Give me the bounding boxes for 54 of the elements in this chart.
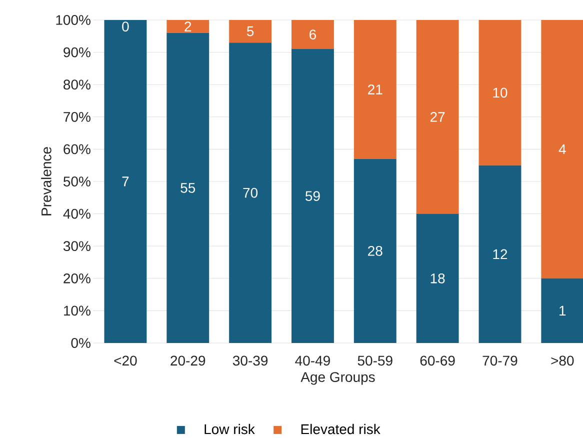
x-tick-label: 60-69 [420, 356, 455, 366]
annotation: 1 [560, 306, 566, 316]
y-tick-label: 100% [56, 15, 90, 25]
bar [478, 165, 522, 343]
y-tick-label: 40% [63, 208, 90, 219]
annotation: 59 [306, 191, 320, 201]
bar [166, 32, 210, 343]
x-tick-label: 30-39 [232, 356, 268, 366]
bar [541, 278, 583, 343]
annotation: 12 [493, 249, 508, 260]
x-tick-label: 50-59 [358, 356, 392, 366]
annotation: 7 [122, 176, 129, 186]
y-axis-title: Prevalence [41, 147, 52, 216]
bar [416, 20, 459, 214]
x-tick-label: 70-79 [482, 356, 518, 366]
annotation: 55 [180, 183, 196, 193]
bar [166, 20, 210, 33]
y-tick-label: 90% [64, 47, 90, 58]
x-tick-label: 40-49 [295, 356, 330, 366]
bar [292, 49, 334, 343]
legend-label: Low risk [204, 424, 255, 434]
y-tick-label: 60% [64, 144, 90, 154]
annotation: 27 [430, 112, 445, 122]
y-tick-label: 0% [71, 338, 90, 348]
y-tick-label: 70% [64, 112, 90, 122]
bar [354, 158, 396, 343]
bar [354, 20, 396, 159]
y-tick-label: 50% [64, 176, 90, 186]
annotation: 5 [246, 26, 254, 36]
x-tick-label: >80 [551, 356, 574, 366]
y-tick-label: 10% [64, 306, 90, 316]
annotation: 10 [493, 88, 508, 98]
bar [229, 20, 272, 43]
annotation: 28 [368, 246, 382, 256]
bar [541, 20, 583, 278]
annotation: 0 [122, 22, 129, 32]
bar [478, 20, 522, 166]
annotation: 2 [184, 22, 192, 32]
annotation: 4 [558, 144, 566, 154]
x-tick-label: <20 [114, 356, 137, 366]
y-tick-label: 80% [64, 80, 90, 90]
annotation: 21 [368, 84, 382, 94]
legend-label: Elevated risk [301, 424, 380, 434]
x-tick-label: 20-29 [170, 356, 206, 366]
y-tick-label: 30% [63, 241, 90, 252]
bar [104, 20, 147, 343]
y-tick-label: 20% [64, 273, 90, 284]
bar [229, 42, 272, 343]
bar [416, 214, 459, 343]
annotation: 18 [430, 273, 445, 284]
annotation: 6 [310, 30, 316, 40]
bar [292, 20, 334, 50]
x-axis-title: Age Groups [300, 372, 375, 385]
annotation: 70 [243, 188, 258, 198]
